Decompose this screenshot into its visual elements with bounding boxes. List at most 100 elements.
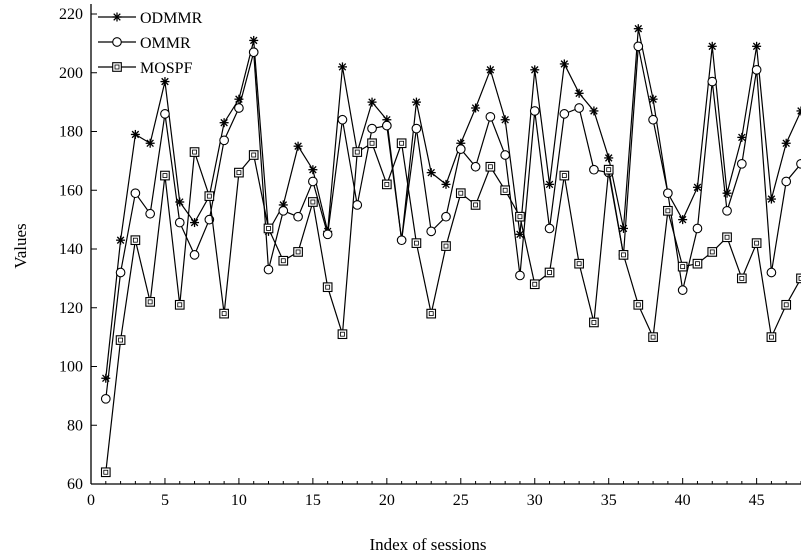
data-point xyxy=(796,273,801,284)
y-tick-label: 220 xyxy=(59,6,83,23)
y-tick-label: 100 xyxy=(59,359,83,376)
data-point xyxy=(796,158,801,169)
data-point xyxy=(781,299,792,310)
legend-item-odmmr: ODMMR xyxy=(98,10,203,27)
data-point xyxy=(559,170,570,181)
series-line-odmmr xyxy=(105,28,801,379)
data-point xyxy=(130,235,141,246)
data-point xyxy=(411,123,422,134)
data-point xyxy=(736,273,747,284)
data-point xyxy=(545,179,555,189)
data-point xyxy=(470,161,481,172)
x-tick-label: 40 xyxy=(675,492,691,509)
y-tick-label: 140 xyxy=(59,241,83,258)
data-point xyxy=(322,282,333,293)
data-point xyxy=(781,138,791,148)
data-point xyxy=(692,258,703,269)
data-point xyxy=(796,106,801,116)
data-point xyxy=(293,141,303,151)
data-point xyxy=(174,299,185,310)
data-point xyxy=(367,97,377,107)
legend-marker xyxy=(112,37,122,47)
legend-marker xyxy=(112,12,122,22)
data-point xyxy=(145,208,156,219)
series-layer xyxy=(100,24,801,478)
data-point xyxy=(426,168,436,178)
data-point xyxy=(707,247,718,257)
data-point xyxy=(692,182,702,192)
data-point xyxy=(722,232,732,243)
data-point xyxy=(189,250,200,260)
data-point xyxy=(574,88,584,98)
data-point xyxy=(707,76,718,87)
data-point xyxy=(426,308,437,319)
data-point xyxy=(263,264,274,275)
data-point xyxy=(485,111,496,122)
data-point xyxy=(278,205,289,216)
data-point xyxy=(619,223,628,233)
data-point xyxy=(766,332,777,342)
data-point xyxy=(352,147,363,157)
y-tick-label: 60 xyxy=(67,476,83,493)
data-point xyxy=(529,106,540,116)
data-point xyxy=(293,211,303,222)
x-tick-label: 35 xyxy=(601,492,617,509)
data-point xyxy=(411,238,422,248)
legend: ODMMR OMMR MOSPF xyxy=(98,10,203,77)
data-point xyxy=(308,176,318,187)
x-tick-label: 10 xyxy=(231,492,247,509)
data-point xyxy=(308,165,318,175)
series-mospf xyxy=(100,138,801,478)
y-tick-label: 180 xyxy=(59,124,83,141)
x-tick-label: 45 xyxy=(749,492,765,509)
x-axis-label: Index of sessions xyxy=(369,535,486,554)
legend-marker xyxy=(112,62,122,72)
data-point xyxy=(663,188,673,199)
data-point xyxy=(677,285,688,295)
data-point xyxy=(367,123,377,134)
data-point xyxy=(751,238,762,248)
legend-item-ommr: OMMR xyxy=(98,35,191,52)
y-tick-label: 80 xyxy=(67,417,83,434)
data-point xyxy=(396,235,407,246)
data-point xyxy=(736,158,747,169)
data-point xyxy=(515,211,525,222)
data-point xyxy=(160,109,170,119)
data-point xyxy=(441,179,451,189)
data-point xyxy=(633,41,644,52)
data-point xyxy=(544,267,555,278)
data-point xyxy=(751,64,762,75)
data-point xyxy=(248,47,259,58)
data-point xyxy=(411,97,421,107)
y-tick-label: 160 xyxy=(59,182,83,199)
data-point xyxy=(737,132,747,142)
x-tick-label: 25 xyxy=(453,492,469,509)
data-point xyxy=(648,332,658,342)
x-tick-label: 30 xyxy=(527,492,543,509)
legend-label: ODMMR xyxy=(140,10,203,27)
data-point xyxy=(145,138,155,148)
data-point xyxy=(663,205,673,216)
data-point xyxy=(470,200,481,210)
data-point xyxy=(722,188,732,198)
data-point xyxy=(574,258,584,269)
data-point xyxy=(603,164,614,175)
x-tick-label: 5 xyxy=(161,492,169,509)
data-point xyxy=(471,103,481,113)
data-point xyxy=(752,41,762,51)
data-point xyxy=(426,226,437,237)
legend-label: OMMR xyxy=(140,35,191,52)
data-point xyxy=(485,65,495,75)
data-point xyxy=(633,299,644,310)
data-point xyxy=(500,150,511,160)
series-ommr xyxy=(100,41,801,404)
axes: 60 80 100 120 140 160 180 200 220 0 5 10 15 20 25 30 35 4… xyxy=(59,4,801,509)
data-point xyxy=(189,147,200,157)
data-point xyxy=(766,194,776,204)
data-point xyxy=(116,235,126,245)
data-point xyxy=(219,308,229,319)
data-point xyxy=(441,211,451,222)
data-point xyxy=(204,191,215,201)
x-tick-label: 15 xyxy=(305,492,321,509)
legend-item-mospf: MOSPF xyxy=(98,60,193,77)
